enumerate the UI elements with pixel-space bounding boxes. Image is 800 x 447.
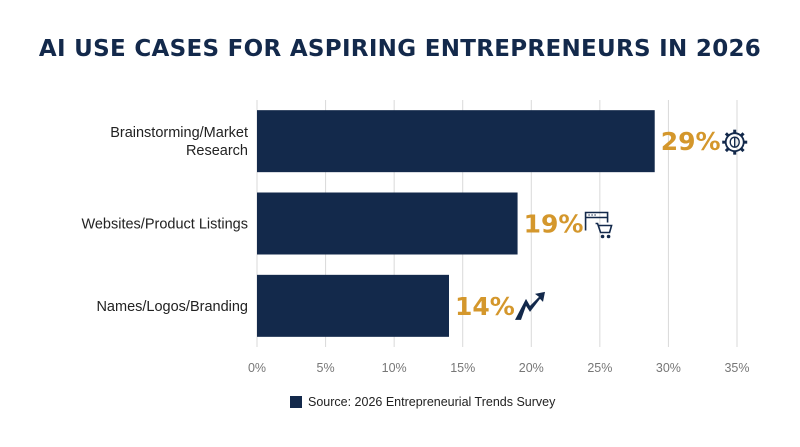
x-tick-label: 15%: [450, 361, 475, 375]
rising-arrow-logo-icon: [515, 291, 545, 320]
legend-label: Source: 2026 Entrepreneurial Trends Surv…: [308, 395, 556, 409]
x-tick-label: 20%: [519, 361, 544, 375]
bar: [257, 274, 449, 337]
legend-swatch: [290, 396, 302, 408]
x-tick-label: 10%: [382, 361, 407, 375]
bar: [257, 192, 518, 255]
x-tick-label: 35%: [724, 361, 749, 375]
value-label: 14%: [455, 292, 515, 321]
legend: Source: 2026 Entrepreneurial Trends Surv…: [290, 395, 555, 409]
category-label: Names/Logos/Branding: [96, 299, 248, 315]
bar: [257, 110, 655, 173]
value-label: 29%: [661, 127, 721, 156]
value-label: 19%: [524, 210, 584, 239]
x-tick-label: 5%: [317, 361, 335, 375]
browser-cart-icon: [584, 211, 613, 239]
gear-brain-icon: [722, 129, 748, 155]
chart-title: AI USE CASES FOR ASPIRING ENTREPRENEURS …: [38, 36, 762, 62]
x-tick-label: 25%: [587, 361, 612, 375]
x-tick-label: 30%: [656, 361, 681, 375]
category-label: Brainstorming/Market Research: [110, 125, 248, 159]
x-tick-label: 0%: [248, 361, 266, 375]
category-label: Websites/Product Listings: [81, 217, 248, 233]
